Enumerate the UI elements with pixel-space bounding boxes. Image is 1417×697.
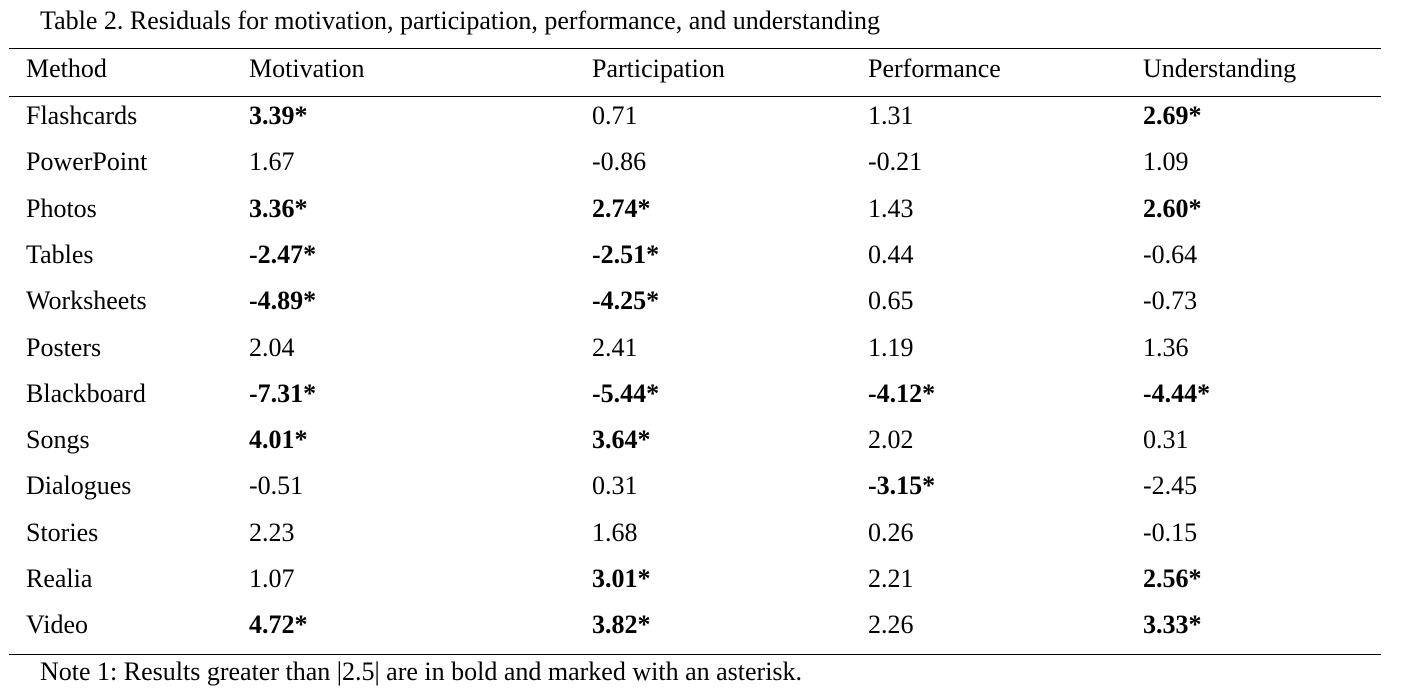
performance-cell: 1.43 [868, 193, 914, 223]
method-cell: Video [26, 610, 88, 640]
participation-cell: -4.25* [592, 286, 660, 316]
table-row: Songs 4.01* 3.64* 2.02 0.31 [0, 417, 1417, 463]
understanding-cell: 2.60* [1143, 193, 1202, 223]
header-rule [9, 96, 1381, 97]
participation-cell: 3.01* [592, 564, 651, 593]
performance-cell: 2.02 [868, 425, 914, 455]
performance-cell: 0.65 [868, 286, 914, 316]
understanding-cell: -0.15 [1143, 517, 1198, 547]
table-caption: Table 2. Residuals for motivation, parti… [40, 6, 881, 35]
performance-cell: 1.19 [868, 332, 914, 362]
method-cell: Songs [26, 425, 90, 455]
understanding-cell: -4.44* [1143, 378, 1211, 408]
motivation-cell: -4.89* [249, 286, 317, 316]
participation-cell: 3.64* [592, 425, 651, 455]
table-row: Dialogues -0.51 0.31 -3.15* -2.45 [0, 463, 1417, 509]
method-cell: Photos [26, 193, 97, 223]
header-performance: Performance [868, 54, 1001, 83]
table-row: Posters 2.04 2.41 1.19 1.36 [0, 325, 1417, 371]
header-method: Method [26, 54, 107, 83]
motivation-cell: 3.36* [249, 193, 308, 223]
motivation-cell: 2.23 [249, 517, 295, 547]
motivation-cell: 4.72* [249, 610, 308, 640]
motivation-cell: 2.04 [249, 332, 295, 362]
motivation-cell: 4.01* [249, 425, 308, 455]
table-row: Stories 2.23 1.68 0.26 -0.15 [0, 510, 1417, 556]
motivation-cell: -2.47* [249, 239, 317, 269]
table-row: Blackboard -7.31* -5.44* -4.12* -4.44* [0, 371, 1417, 417]
method-cell: Realia [26, 564, 93, 593]
header-understanding: Understanding [1143, 54, 1297, 83]
header-motivation: Motivation [249, 54, 365, 83]
participation-cell: 1.68 [592, 517, 638, 547]
understanding-cell: 2.69* [1143, 101, 1202, 130]
participation-cell: -5.44* [592, 378, 660, 408]
table-row: Flashcards 3.39* 0.71 1.31 2.69* [0, 93, 1417, 139]
table-header-row: Method Motivation Participation Performa… [0, 46, 1417, 92]
understanding-cell: -2.45 [1143, 471, 1198, 501]
participation-cell: 2.74* [592, 193, 651, 223]
top-rule [9, 48, 1381, 49]
table-row: Realia 1.07 3.01* 2.21 2.56* [0, 556, 1417, 602]
table-row: Photos 3.36* 2.74* 1.43 2.60* [0, 186, 1417, 232]
header-participation: Participation [592, 54, 725, 83]
table-row: Worksheets -4.89* -4.25* 0.65 -0.73 [0, 278, 1417, 324]
performance-cell: -3.15* [868, 471, 936, 501]
motivation-cell: -7.31* [249, 378, 317, 408]
motivation-cell: 1.67 [249, 147, 295, 177]
method-cell: Dialogues [26, 471, 132, 501]
method-cell: Blackboard [26, 378, 146, 408]
participation-cell: 0.31 [592, 471, 638, 501]
performance-cell: 1.31 [868, 101, 914, 130]
understanding-cell: 3.33* [1143, 610, 1202, 640]
understanding-cell: 0.31 [1143, 425, 1189, 455]
method-cell: Posters [26, 332, 102, 362]
bottom-rule [9, 654, 1381, 655]
method-cell: Tables [26, 239, 94, 269]
table-row: PowerPoint 1.67 -0.86 -0.21 1.09 [0, 139, 1417, 185]
participation-cell: 3.82* [592, 610, 651, 640]
table-note: Note 1: Results greater than |2.5| are i… [40, 657, 803, 686]
performance-cell: -0.21 [868, 147, 923, 177]
table-row: Tables -2.47* -2.51* 0.44 -0.64 [0, 232, 1417, 278]
performance-cell: 0.44 [868, 239, 914, 269]
understanding-cell: -0.73 [1143, 286, 1198, 316]
method-cell: Worksheets [26, 286, 147, 316]
understanding-cell: 1.09 [1143, 147, 1189, 177]
participation-cell: -0.86 [592, 147, 647, 177]
understanding-cell: 1.36 [1143, 332, 1189, 362]
motivation-cell: -0.51 [249, 471, 304, 501]
method-cell: Flashcards [26, 101, 138, 130]
motivation-cell: 1.07 [249, 564, 295, 593]
performance-cell: 2.21 [868, 564, 914, 593]
understanding-cell: 2.56* [1143, 564, 1202, 593]
performance-cell: 2.26 [868, 610, 914, 640]
participation-cell: -2.51* [592, 239, 660, 269]
motivation-cell: 3.39* [249, 101, 308, 130]
method-cell: PowerPoint [26, 147, 148, 177]
understanding-cell: -0.64 [1143, 239, 1198, 269]
performance-cell: -4.12* [868, 378, 936, 408]
method-cell: Stories [26, 517, 99, 547]
participation-cell: 2.41 [592, 332, 638, 362]
performance-cell: 0.26 [868, 517, 914, 547]
table-row: Video 4.72* 3.82* 2.26 3.33* [0, 602, 1417, 648]
participation-cell: 0.71 [592, 101, 638, 130]
